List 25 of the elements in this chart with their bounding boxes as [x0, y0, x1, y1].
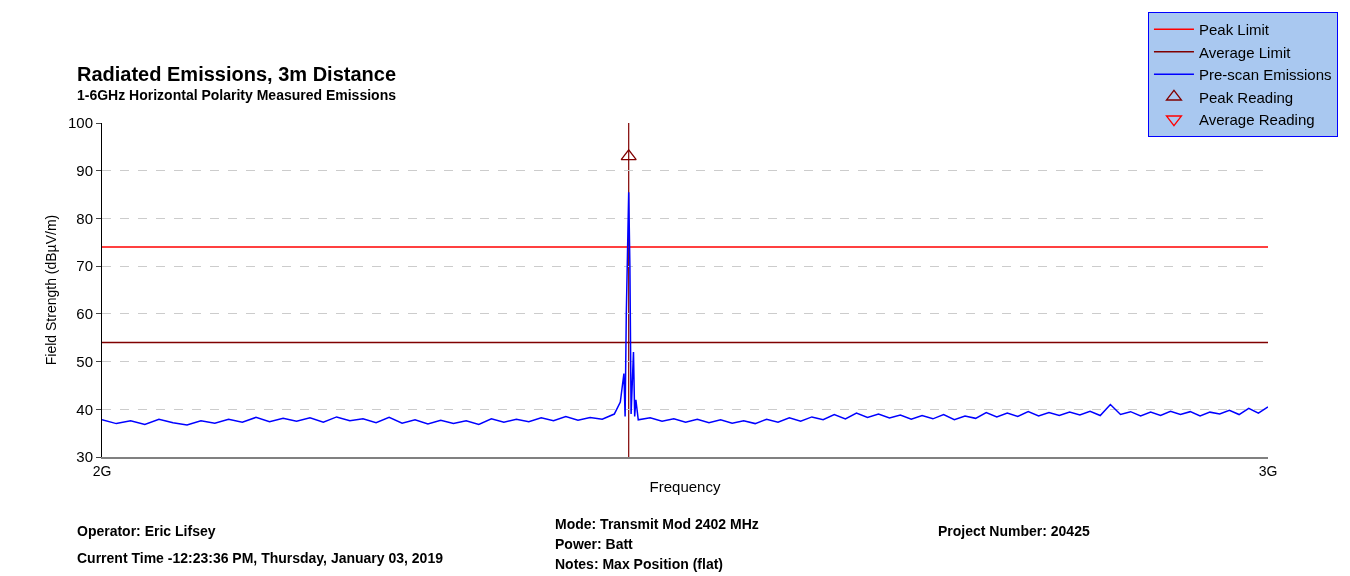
legend-label: Pre-scan Emissions [1198, 66, 1332, 84]
y-tick-label: 80 [76, 209, 93, 227]
chart-title: Radiated Emissions, 3m Distance [77, 63, 397, 85]
y-tick-label: 90 [76, 161, 93, 179]
x-tick-label: 3G [1258, 462, 1278, 479]
y-tick-label: 30 [76, 448, 93, 466]
legend-label: Average Limit [1198, 43, 1292, 61]
text: Mode: Transmit Mod 2402 MHz [555, 516, 759, 532]
x-tick-label: 2G [92, 462, 112, 479]
chart-subtitle: 1-6GHz Horizontal Polarity Measured Emissions [77, 87, 397, 103]
text: Operator: Eric Lifsey [77, 523, 216, 539]
legend-label: Peak Reading [1198, 88, 1294, 106]
x-axis-title: Frequency [649, 478, 721, 496]
y-tick-label: 40 [76, 400, 93, 418]
text: Power: Batt [555, 536, 634, 552]
text: Current Time -12:23:36 PM, Thursday, January 03, 2019 [77, 550, 444, 566]
y-tick-label: 100 [67, 114, 93, 132]
y-tick-label: 60 [76, 305, 93, 323]
text: Notes: Max Position (flat) [555, 556, 724, 572]
y-axis-title: Field Strength (dBµV/m) [42, 214, 59, 366]
y-tick-label: 50 [76, 352, 93, 370]
y-tick-label: 70 [76, 257, 93, 275]
legend-label: Average Reading [1198, 111, 1315, 129]
legend-label: Peak Limit [1198, 21, 1270, 39]
text: Project Number: 20425 [938, 523, 1090, 539]
